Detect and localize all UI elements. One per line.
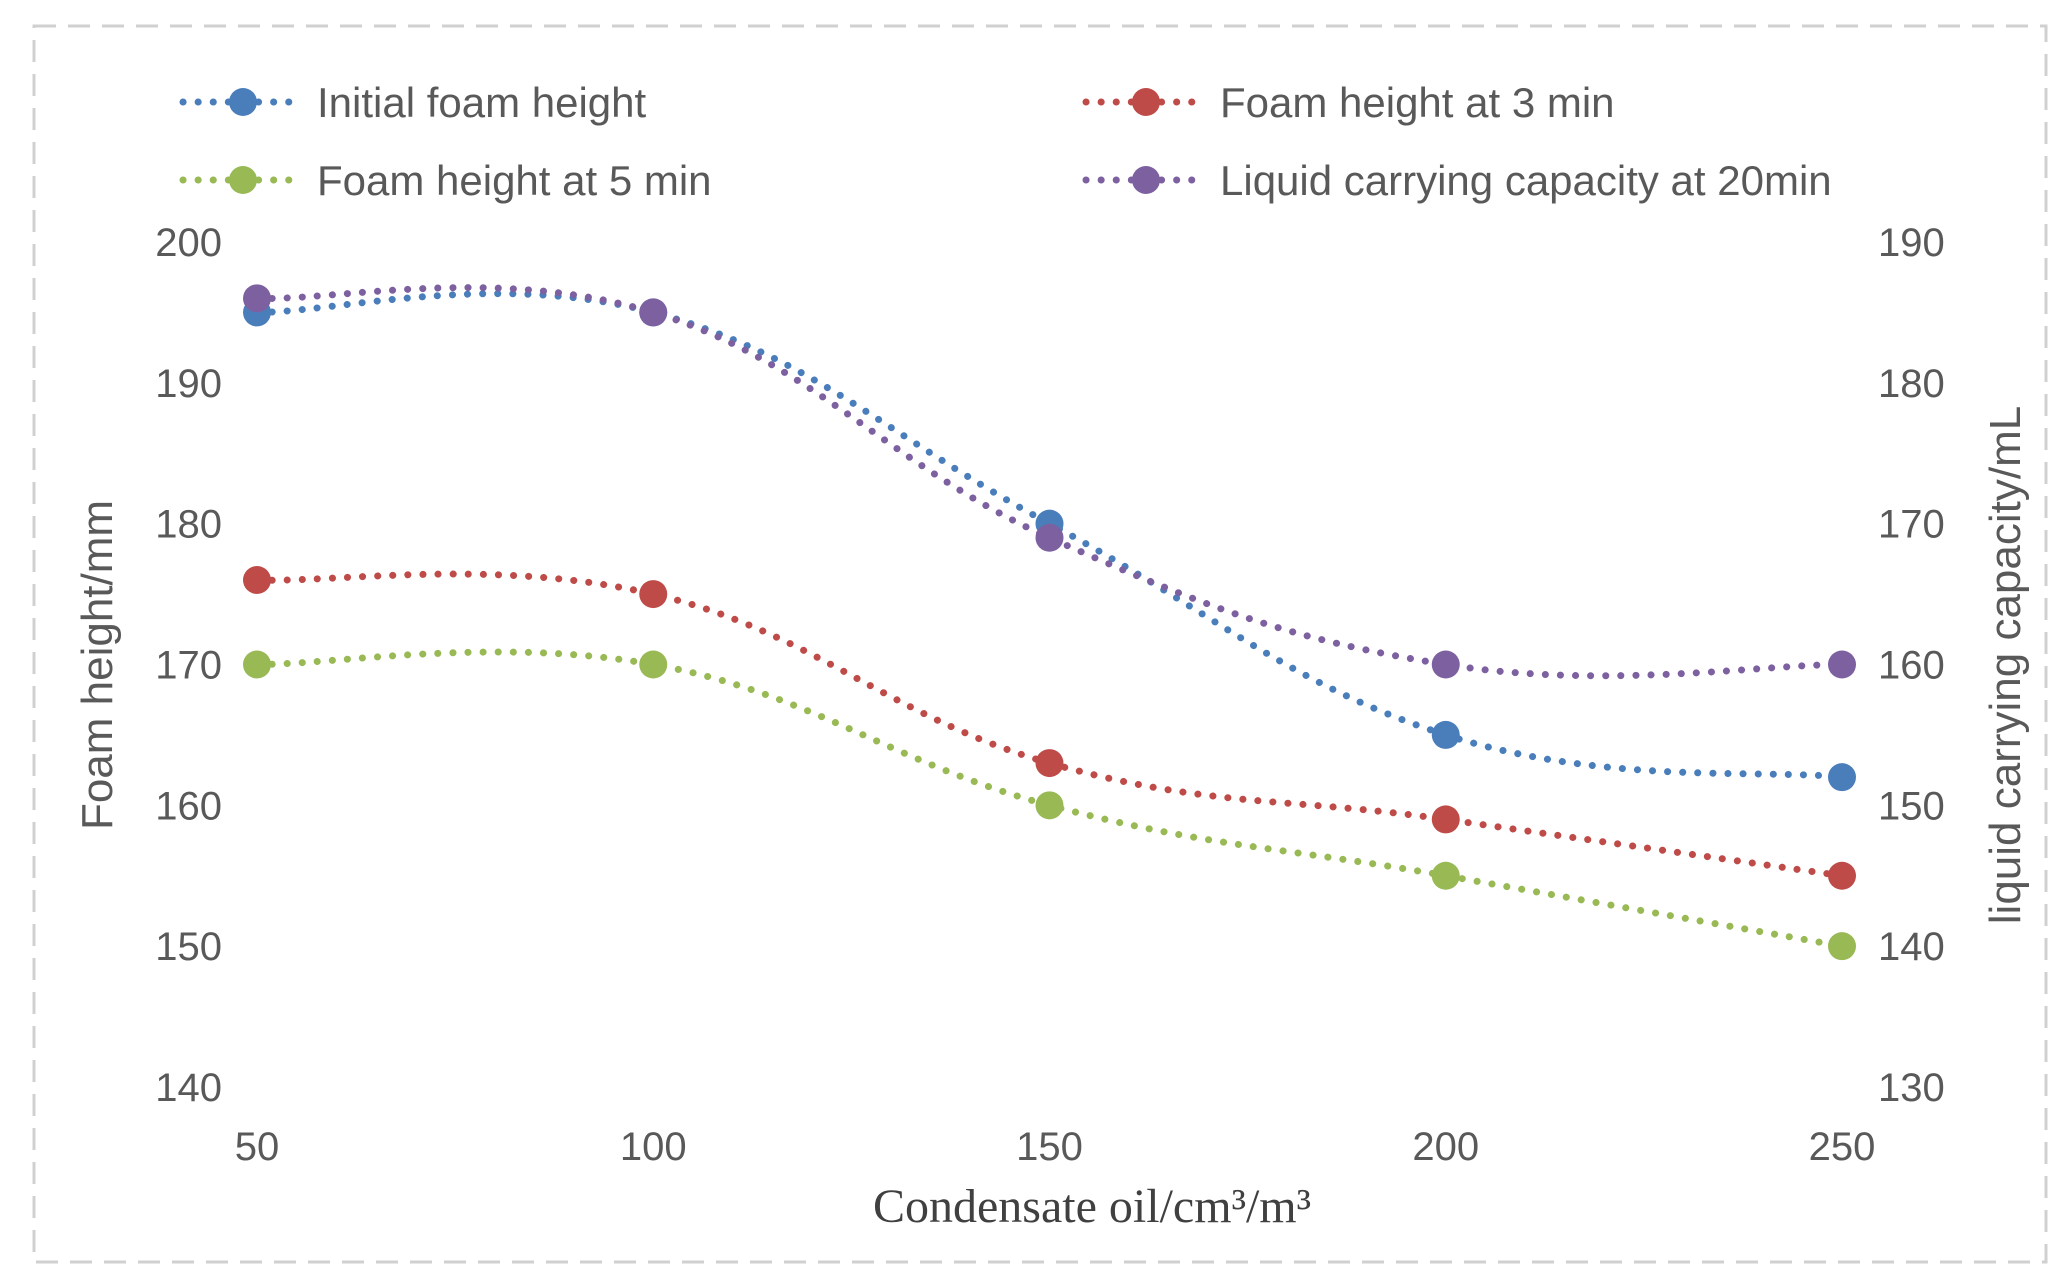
data-point-foam-height-at-5-min bbox=[1431, 861, 1460, 890]
x-tick-label: 250 bbox=[1809, 1125, 1876, 1169]
legend: Initial foam height Foam height at 3 min F… bbox=[179, 79, 1832, 204]
data-point-liquid-carrying-capacity-at-20min bbox=[1828, 650, 1856, 679]
y2-tick-label: 160 bbox=[1878, 644, 1945, 688]
data-point-foam-height-at-3-min bbox=[1431, 805, 1460, 834]
y-tick-label: 160 bbox=[155, 784, 222, 828]
data-point-foam-height-at-5-min bbox=[243, 650, 271, 679]
data-point-liquid-carrying-capacity-at-20min bbox=[639, 298, 668, 327]
y-tick-label: 140 bbox=[155, 1066, 222, 1110]
y2-tick-label: 180 bbox=[1878, 362, 1945, 406]
y2-axis-title: liquid carrying capacity/mL bbox=[1981, 406, 2030, 924]
data-point-foam-height-at-5-min bbox=[1035, 791, 1064, 820]
x-tick-label: 50 bbox=[235, 1125, 280, 1169]
chart-frame bbox=[32, 24, 2048, 1264]
legend-swatch-marker-liquid-carrying-capacity-at-20min bbox=[1132, 166, 1160, 194]
y-tick-label: 170 bbox=[155, 644, 222, 688]
legend-label-initial-foam-height: Initial foam height bbox=[317, 79, 647, 126]
data-point-foam-height-at-3-min bbox=[1828, 861, 1856, 890]
legend-label-foam-height-at-3-min: Foam height at 3 min bbox=[1220, 79, 1615, 126]
legend-label-foam-height-at-5-min: Foam height at 5 min bbox=[317, 157, 712, 204]
legend-label-liquid-carrying-capacity-at-20min: Liquid carrying capacity at 20min bbox=[1220, 157, 1832, 204]
y-axis-left-ticks: 140 150 160 170 180 190 200 bbox=[155, 221, 222, 1110]
data-point-initial-foam-height bbox=[1828, 763, 1856, 792]
data-point-foam-height-at-3-min bbox=[1035, 749, 1064, 778]
y-tick-label: 180 bbox=[155, 503, 222, 547]
y-axis-title: Foam height/mm bbox=[73, 500, 122, 830]
y-tick-label: 150 bbox=[155, 925, 222, 969]
y-axis-right-ticks: 130 140 150 160 170 180 190 bbox=[1878, 221, 1945, 1110]
y2-tick-label: 190 bbox=[1878, 221, 1945, 265]
series-lines bbox=[253, 284, 1846, 950]
data-point-foam-height-at-5-min bbox=[639, 650, 668, 679]
x-tick-label: 150 bbox=[1016, 1125, 1083, 1169]
data-point-foam-height-at-5-min bbox=[1828, 932, 1856, 961]
x-axis-ticks: 50 100 150 200 250 bbox=[235, 1125, 1876, 1169]
data-point-foam-height-at-3-min bbox=[639, 580, 668, 609]
data-point-liquid-carrying-capacity-at-20min bbox=[1431, 650, 1460, 679]
data-point-liquid-carrying-capacity-at-20min bbox=[243, 284, 271, 313]
y-tick-label: 190 bbox=[155, 362, 222, 406]
series-markers bbox=[243, 284, 1856, 961]
legend-swatch-marker-initial-foam-height bbox=[229, 88, 257, 116]
y2-tick-label: 150 bbox=[1878, 784, 1945, 828]
series-line-initial-foam-height bbox=[253, 290, 1846, 781]
legend-swatch-marker-foam-height-at-5-min bbox=[229, 166, 257, 194]
data-point-foam-height-at-3-min bbox=[243, 566, 271, 594]
y2-tick-label: 130 bbox=[1878, 1066, 1945, 1110]
y2-tick-label: 170 bbox=[1878, 503, 1945, 547]
legend-swatch-marker-foam-height-at-3-min bbox=[1132, 88, 1160, 116]
y-tick-label: 200 bbox=[155, 221, 222, 265]
series-line-liquid-carrying-capacity-at-20min bbox=[253, 284, 1846, 680]
y2-tick-label: 140 bbox=[1878, 925, 1945, 969]
data-point-liquid-carrying-capacity-at-20min bbox=[1035, 523, 1064, 552]
data-point-initial-foam-height bbox=[1431, 720, 1460, 749]
x-axis-title: Condensate oil/cm³/m³ bbox=[873, 1180, 1311, 1233]
series-line-foam-height-at-3-min bbox=[253, 570, 1846, 880]
x-tick-label: 100 bbox=[620, 1125, 687, 1169]
x-tick-label: 200 bbox=[1412, 1125, 1479, 1169]
